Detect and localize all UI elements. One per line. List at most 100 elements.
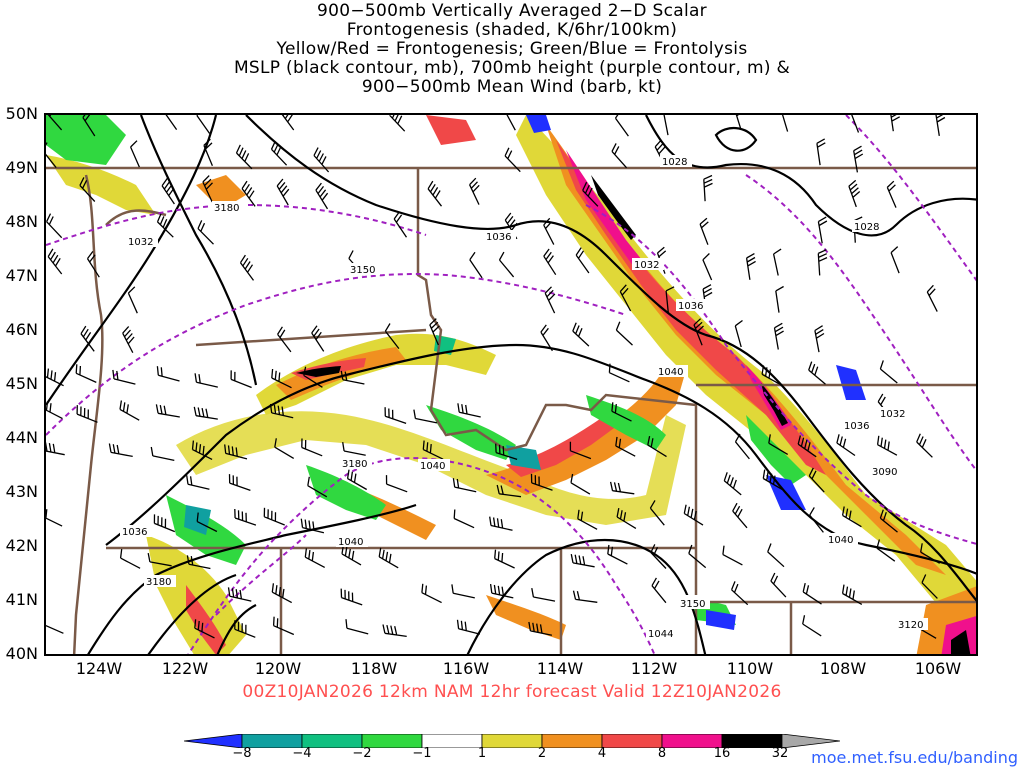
wind-barb	[469, 177, 480, 205]
wind-barb	[504, 212, 518, 240]
wind-barb	[890, 115, 901, 132]
mslp-label: 1036	[484, 230, 516, 243]
site-url-link[interactable]: moe.met.fsu.edu/banding	[811, 748, 1018, 767]
wind-barb	[303, 366, 323, 388]
wind-barb	[277, 326, 292, 353]
wind-barb	[127, 286, 138, 314]
wind-barb	[582, 181, 599, 207]
wind-barb	[130, 140, 140, 168]
wind-barb	[734, 319, 743, 348]
wind-barb	[935, 115, 946, 137]
forecast-valid-time: 00Z10JAN2026 12km NAM 12hr forecast Vali…	[242, 682, 782, 702]
wind-barb	[202, 175, 213, 203]
wind-barb	[47, 248, 63, 275]
svg-text:1032: 1032	[128, 237, 153, 248]
wind-barb	[230, 370, 252, 389]
wind-barb	[611, 402, 632, 422]
wind-barb	[572, 590, 598, 603]
wind-barb	[495, 443, 518, 461]
wind-barb	[235, 144, 253, 170]
wind-barb	[313, 147, 330, 173]
lon-label-124w: 124W	[75, 659, 123, 678]
wind-barb	[544, 286, 556, 314]
svg-text:1040: 1040	[420, 461, 445, 472]
wind-barb	[276, 178, 290, 206]
lat-label-40n: 40N	[5, 644, 38, 663]
wind-barb	[570, 473, 591, 495]
wind-barb	[342, 441, 366, 456]
wind-barb	[193, 406, 218, 420]
wind-barb	[876, 539, 896, 562]
wind-barb	[385, 475, 408, 493]
wind-barb	[196, 512, 218, 533]
lon-label-108w: 108W	[819, 659, 867, 678]
wind-barb	[307, 476, 328, 498]
wind-barbs	[46, 115, 946, 639]
map-panel: 1028 1028 1036 1032 1036 1040 1036 1032 …	[44, 113, 978, 656]
wind-barb	[311, 325, 325, 352]
wind-barb	[504, 147, 521, 173]
map-canvas: 1028 1028 1036 1032 1036 1040 1036 1032 …	[46, 115, 976, 654]
colorbar	[184, 734, 840, 748]
wind-barb	[498, 251, 515, 278]
svg-text:3180: 3180	[342, 459, 367, 470]
political-borders	[46, 166, 976, 654]
svg-text:1044: 1044	[648, 629, 673, 640]
wind-barb	[456, 619, 481, 635]
wind-barb	[775, 285, 784, 313]
mslp-label: 1036	[120, 525, 152, 538]
wind-barb	[156, 366, 180, 382]
wind-barb	[770, 572, 787, 598]
wind-barb	[46, 368, 64, 387]
title-line-2: Frontogenesis (shaded, K/6hr/100km)	[346, 20, 678, 40]
colorbar-label: 4	[597, 746, 607, 761]
lat-label-48n: 48N	[5, 212, 38, 231]
height-label-layer: 3180 3150 3180 3180 3150 3120 3090	[144, 201, 928, 631]
wind-barb	[108, 443, 133, 458]
wind-barb	[702, 253, 713, 281]
colorbar-label: 1	[477, 746, 487, 761]
svg-text:3090: 3090	[872, 467, 897, 478]
wind-barb	[274, 438, 295, 459]
wind-barb	[196, 115, 211, 134]
wind-barb	[340, 370, 365, 385]
wind-barb	[496, 484, 522, 498]
wind-barb	[46, 401, 63, 420]
wind-barb	[186, 475, 210, 490]
wind-barb	[281, 115, 295, 131]
colorbar-label: 8	[657, 746, 667, 761]
lat-label-46n: 46N	[5, 320, 38, 339]
svg-text:1036: 1036	[486, 232, 511, 243]
wind-barb	[809, 507, 824, 533]
wind-barb	[389, 115, 406, 132]
wind-barb	[817, 216, 828, 244]
wind-barb	[378, 547, 399, 569]
wind-barb	[802, 615, 822, 637]
wind-barb	[569, 441, 592, 460]
wind-barb	[723, 472, 742, 496]
wind-barb	[773, 322, 784, 350]
colorbar-label: 16	[713, 746, 731, 761]
wind-barb	[457, 403, 481, 418]
svg-text:3150: 3150	[350, 265, 375, 276]
svg-text:1032: 1032	[634, 260, 659, 271]
wind-barb	[890, 246, 900, 274]
wind-barb	[572, 322, 590, 347]
colorbar-label: −8	[232, 746, 252, 761]
wind-barb	[649, 500, 665, 526]
wind-barb	[543, 217, 555, 245]
wind-barb	[239, 254, 255, 281]
wind-barb	[921, 574, 938, 599]
colorbar-arrow-high	[781, 734, 840, 748]
wind-barb	[341, 544, 362, 566]
wind-barb	[271, 583, 293, 604]
wind-barb	[241, 180, 256, 207]
wind-barb	[429, 318, 440, 346]
wind-barb	[916, 433, 933, 458]
wind-barb	[703, 174, 713, 202]
colorbar-label: −1	[412, 746, 432, 761]
wind-barb	[263, 507, 285, 526]
wind-barb	[762, 469, 783, 491]
wind-barb	[46, 213, 63, 239]
wind-barb	[301, 438, 323, 457]
